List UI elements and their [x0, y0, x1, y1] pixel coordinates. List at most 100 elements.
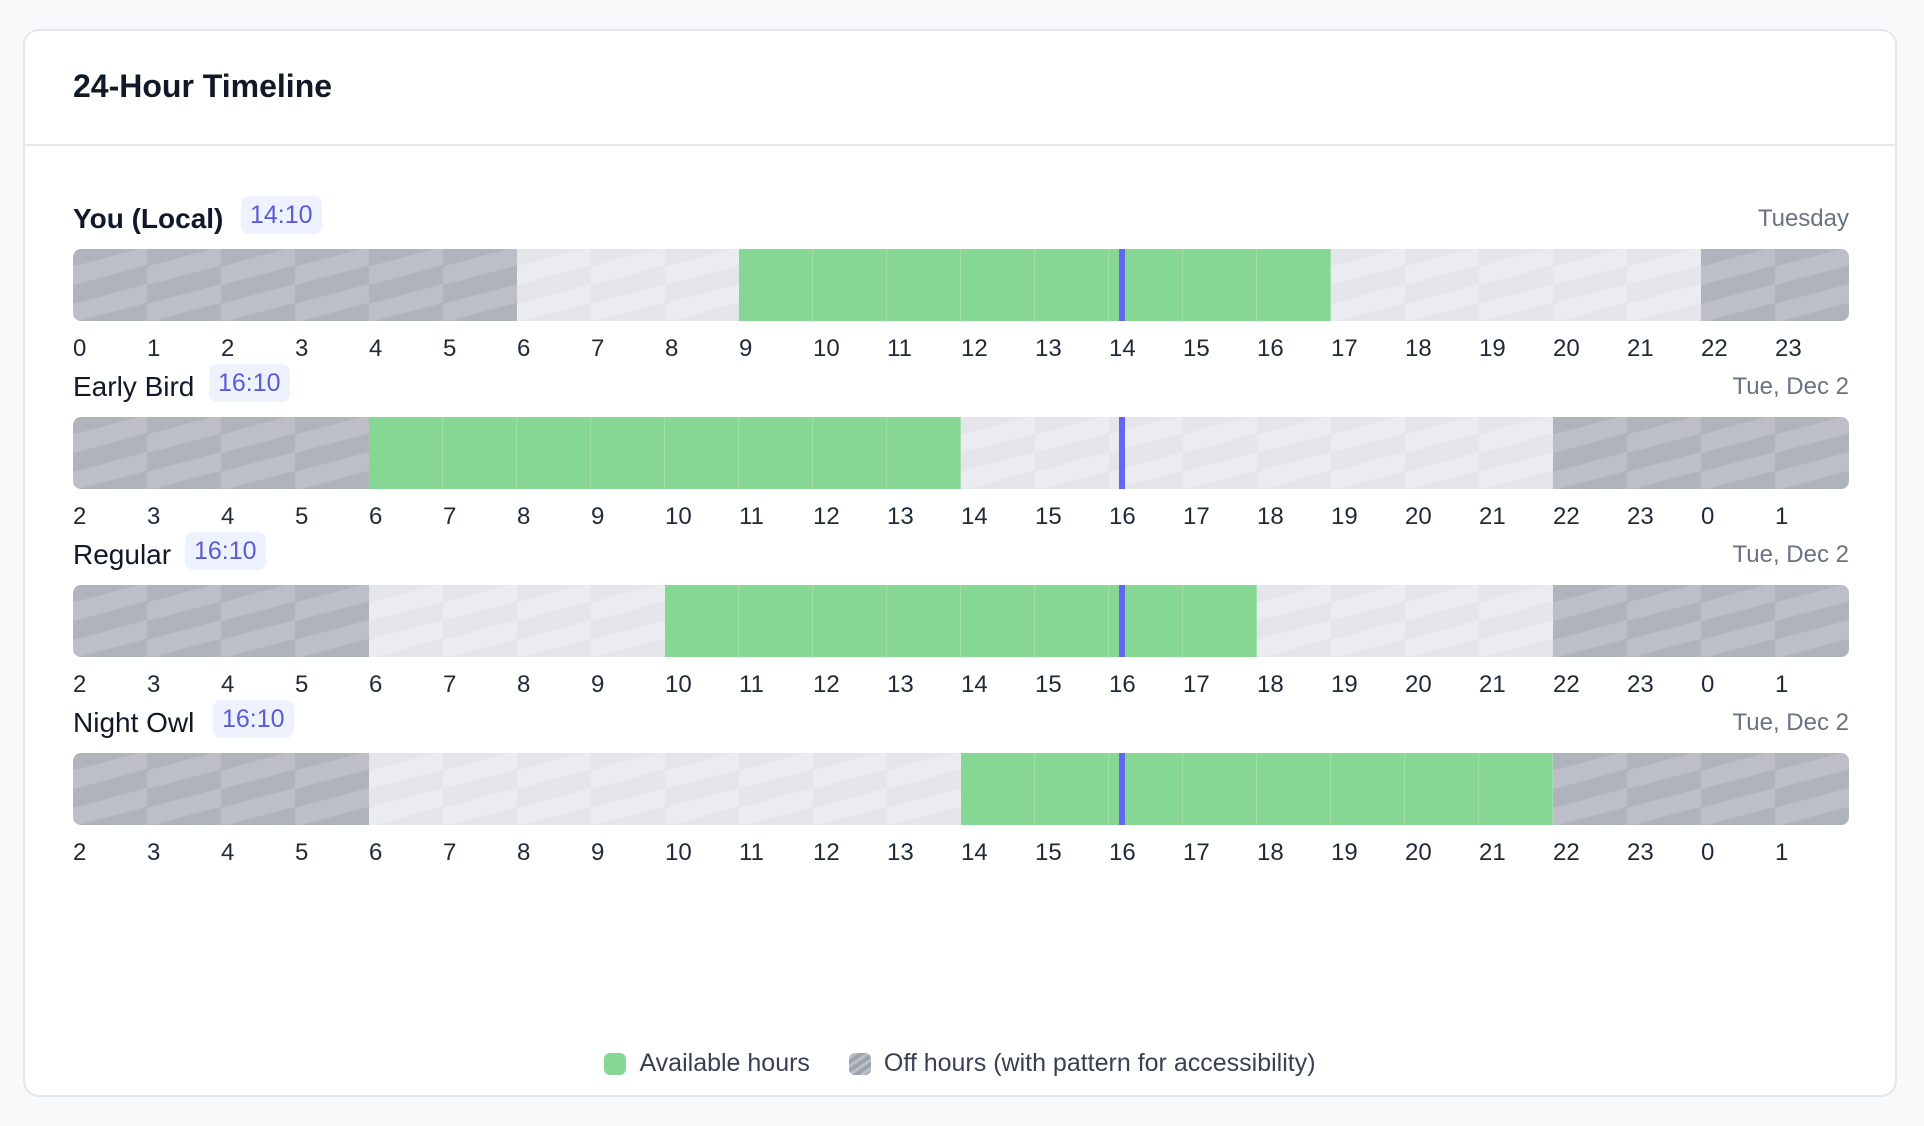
hour-cell[interactable]	[1405, 249, 1480, 321]
available-hour-cell[interactable]	[1257, 249, 1332, 321]
off-hour-cell[interactable]	[369, 249, 444, 321]
available-hour-cell[interactable]	[1331, 753, 1406, 825]
off-hour-cell[interactable]	[1627, 417, 1702, 489]
hour-cell[interactable]	[1183, 417, 1258, 489]
off-hour-cell[interactable]	[1627, 753, 1702, 825]
hour-cell[interactable]	[591, 585, 666, 657]
hour-cell[interactable]	[1479, 249, 1554, 321]
available-hour-cell[interactable]	[739, 417, 814, 489]
hour-cell[interactable]	[1479, 417, 1554, 489]
off-hour-cell[interactable]	[1553, 753, 1628, 825]
off-hour-cell[interactable]	[295, 417, 370, 489]
hour-cell[interactable]	[665, 753, 740, 825]
available-hour-cell[interactable]	[369, 417, 444, 489]
off-hour-cell[interactable]	[1627, 585, 1702, 657]
available-hour-cell[interactable]	[1035, 249, 1110, 321]
available-hour-cell[interactable]	[591, 417, 666, 489]
available-hour-cell[interactable]	[739, 249, 814, 321]
off-hour-cell[interactable]	[221, 417, 296, 489]
off-hour-cell[interactable]	[73, 417, 148, 489]
hour-cell[interactable]	[1331, 417, 1406, 489]
available-hour-cell[interactable]	[1183, 585, 1258, 657]
off-hour-cell[interactable]	[1553, 417, 1628, 489]
off-hour-cell[interactable]	[221, 249, 296, 321]
available-hour-cell[interactable]	[961, 753, 1036, 825]
hour-cell[interactable]	[961, 417, 1036, 489]
hour-ticks: 2 3 4 5 6 7 8 9 10 11 12 13 14 15 16 17 18 19 20 21 22 23 0 1	[73, 839, 1849, 869]
available-hour-cell[interactable]	[1183, 753, 1258, 825]
hour-tick-label: 6	[517, 335, 531, 362]
available-hour-cell[interactable]	[1405, 753, 1480, 825]
available-hour-cell[interactable]	[517, 417, 592, 489]
hour-cell[interactable]	[1479, 585, 1554, 657]
available-hour-cell[interactable]	[1479, 753, 1554, 825]
off-hour-cell[interactable]	[1701, 417, 1776, 489]
available-hour-cell[interactable]	[813, 249, 888, 321]
off-hour-cell[interactable]	[1701, 585, 1776, 657]
hour-cell[interactable]	[369, 585, 444, 657]
available-hour-cell[interactable]	[813, 585, 888, 657]
off-hour-cell[interactable]	[221, 585, 296, 657]
available-hour-cell[interactable]	[961, 249, 1036, 321]
hour-tick-label: 11	[887, 335, 912, 362]
hour-tick-label: 13	[887, 839, 914, 866]
off-hour-cell[interactable]	[147, 249, 222, 321]
hour-cell[interactable]	[443, 585, 518, 657]
hour-cell[interactable]	[665, 249, 740, 321]
available-hour-cell[interactable]	[961, 585, 1036, 657]
hour-cell[interactable]	[517, 249, 592, 321]
off-hour-cell[interactable]	[221, 753, 296, 825]
hour-cell[interactable]	[739, 753, 814, 825]
hour-cell[interactable]	[1035, 417, 1110, 489]
available-hour-cell[interactable]	[665, 417, 740, 489]
available-hour-cell[interactable]	[443, 417, 518, 489]
available-hour-cell[interactable]	[887, 417, 962, 489]
available-hour-cell[interactable]	[1257, 753, 1332, 825]
available-hour-cell[interactable]	[1035, 753, 1110, 825]
off-hour-cell[interactable]	[295, 585, 370, 657]
hour-tick-label: 12	[813, 839, 840, 866]
hour-cell[interactable]	[1405, 417, 1480, 489]
off-hour-cell[interactable]	[295, 753, 370, 825]
hour-cell[interactable]	[1405, 585, 1480, 657]
hour-cell[interactable]	[887, 753, 962, 825]
off-hour-cell[interactable]	[1775, 249, 1849, 321]
hour-cell[interactable]	[517, 753, 592, 825]
off-hour-cell[interactable]	[73, 585, 148, 657]
hour-cell[interactable]	[1257, 585, 1332, 657]
off-hour-cell[interactable]	[147, 417, 222, 489]
hour-cell[interactable]	[1331, 585, 1406, 657]
hour-cell[interactable]	[443, 753, 518, 825]
off-hour-cell[interactable]	[1775, 753, 1849, 825]
off-hour-cell[interactable]	[1775, 585, 1849, 657]
hour-cell[interactable]	[813, 753, 888, 825]
available-hour-cell[interactable]	[665, 585, 740, 657]
hour-tick-label: 2	[73, 671, 87, 698]
off-hour-cell[interactable]	[73, 753, 148, 825]
hour-cell[interactable]	[1553, 249, 1628, 321]
off-hour-cell[interactable]	[1701, 249, 1776, 321]
hour-cell[interactable]	[1331, 249, 1406, 321]
hour-tick-label: 2	[73, 839, 87, 866]
off-hour-cell[interactable]	[147, 585, 222, 657]
hour-cell[interactable]	[591, 249, 666, 321]
off-hour-cell[interactable]	[1553, 585, 1628, 657]
hour-cell[interactable]	[517, 585, 592, 657]
off-hour-cell[interactable]	[147, 753, 222, 825]
available-hour-cell[interactable]	[887, 249, 962, 321]
hour-tick-label: 20	[1553, 335, 1580, 362]
off-hour-cell[interactable]	[73, 249, 148, 321]
hour-cell[interactable]	[1627, 249, 1702, 321]
off-hour-cell[interactable]	[443, 249, 518, 321]
available-hour-cell[interactable]	[813, 417, 888, 489]
off-hour-cell[interactable]	[1701, 753, 1776, 825]
off-hour-cell[interactable]	[1775, 417, 1849, 489]
available-hour-cell[interactable]	[887, 585, 962, 657]
available-hour-cell[interactable]	[1035, 585, 1110, 657]
hour-cell[interactable]	[591, 753, 666, 825]
available-hour-cell[interactable]	[739, 585, 814, 657]
hour-cell[interactable]	[369, 753, 444, 825]
off-hour-cell[interactable]	[295, 249, 370, 321]
available-hour-cell[interactable]	[1183, 249, 1258, 321]
hour-cell[interactable]	[1257, 417, 1332, 489]
